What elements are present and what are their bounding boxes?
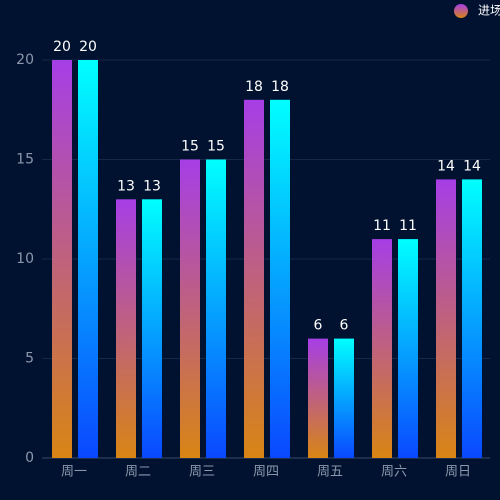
y-tick-label: 20 [16, 52, 34, 68]
data-label: 18 [271, 79, 289, 95]
y-tick-label: 15 [16, 152, 34, 168]
bar [52, 60, 72, 458]
x-tick-label: 周日 [445, 465, 471, 480]
bar [78, 60, 98, 458]
bar [334, 338, 354, 458]
data-label: 11 [399, 218, 417, 234]
x-tick-label: 周六 [381, 465, 407, 480]
data-label: 20 [79, 39, 97, 55]
x-tick-label: 周五 [317, 465, 343, 480]
y-tick-label: 0 [25, 450, 34, 466]
bar [462, 179, 482, 458]
bar [372, 239, 392, 458]
data-label: 6 [340, 318, 349, 334]
data-label: 13 [117, 178, 135, 194]
bar [206, 159, 226, 458]
y-tick-label: 10 [16, 251, 34, 267]
bar [398, 239, 418, 458]
bar [308, 338, 328, 458]
data-label: 15 [181, 139, 199, 155]
data-label: 14 [463, 158, 481, 174]
data-label: 13 [143, 178, 161, 194]
data-label: 11 [373, 218, 391, 234]
x-tick-label: 周一 [61, 465, 87, 480]
x-tick-label: 周四 [253, 465, 279, 480]
x-tick-label: 周三 [189, 465, 215, 480]
data-label: 20 [53, 39, 71, 55]
bar [180, 159, 200, 458]
legend-marker [454, 4, 468, 18]
bar [244, 99, 264, 459]
bar [270, 99, 290, 459]
data-label: 6 [314, 318, 323, 334]
data-label: 15 [207, 139, 225, 155]
bar [436, 179, 456, 458]
x-tick-label: 周二 [125, 465, 151, 480]
bar [142, 199, 162, 459]
y-tick-label: 5 [25, 351, 34, 367]
legend-label: 进场 [478, 4, 500, 18]
data-label: 14 [437, 158, 455, 174]
bar [116, 199, 136, 459]
data-label: 18 [245, 79, 263, 95]
